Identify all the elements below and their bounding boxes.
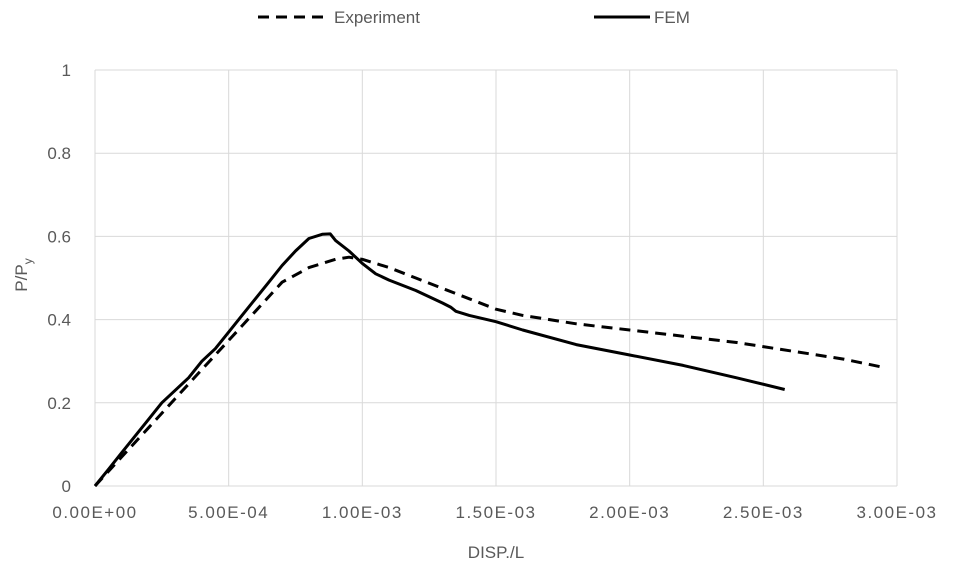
legend-item-fem: FEM (594, 8, 690, 27)
y-tick-label: 0.2 (47, 394, 71, 413)
x-axis-label: DISP./L (468, 543, 524, 562)
legend-label: FEM (654, 8, 690, 27)
legend-item-experiment: Experiment (258, 8, 420, 27)
y-tick-label: 0.8 (47, 144, 71, 163)
y-tick-label: 0.6 (47, 227, 71, 246)
x-tick-label: 3.00E-03 (857, 503, 938, 522)
x-tick-label: 0.00E+00 (52, 503, 137, 522)
x-axis-ticks: 0.00E+00 5.00E-04 1.00E-03 1.50E-03 2.00E-03… (52, 503, 938, 522)
gridlines (94, 69, 898, 487)
legend: Experiment FEM (258, 8, 690, 27)
series-line-experiment (93, 255, 884, 488)
x-tick-label: 2.50E-03 (723, 503, 804, 522)
y-axis-label-subscript: y (21, 258, 35, 264)
x-tick-label: 2.00E-03 (589, 503, 670, 522)
x-tick-label: 5.00E-04 (188, 503, 269, 522)
series-layer (93, 232, 884, 488)
y-tick-label: 1 (62, 61, 71, 80)
y-tick-label: 0 (62, 477, 71, 496)
x-tick-label: 1.00E-03 (322, 503, 403, 522)
series-line-fem (93, 232, 786, 487)
y-axis-label: P/Py (12, 258, 35, 291)
y-axis-ticks: 0 0.2 0.4 0.6 0.8 1 (47, 61, 71, 496)
legend-label: Experiment (334, 8, 420, 27)
x-tick-label: 1.50E-03 (456, 503, 537, 522)
y-tick-label: 0.4 (47, 311, 71, 330)
